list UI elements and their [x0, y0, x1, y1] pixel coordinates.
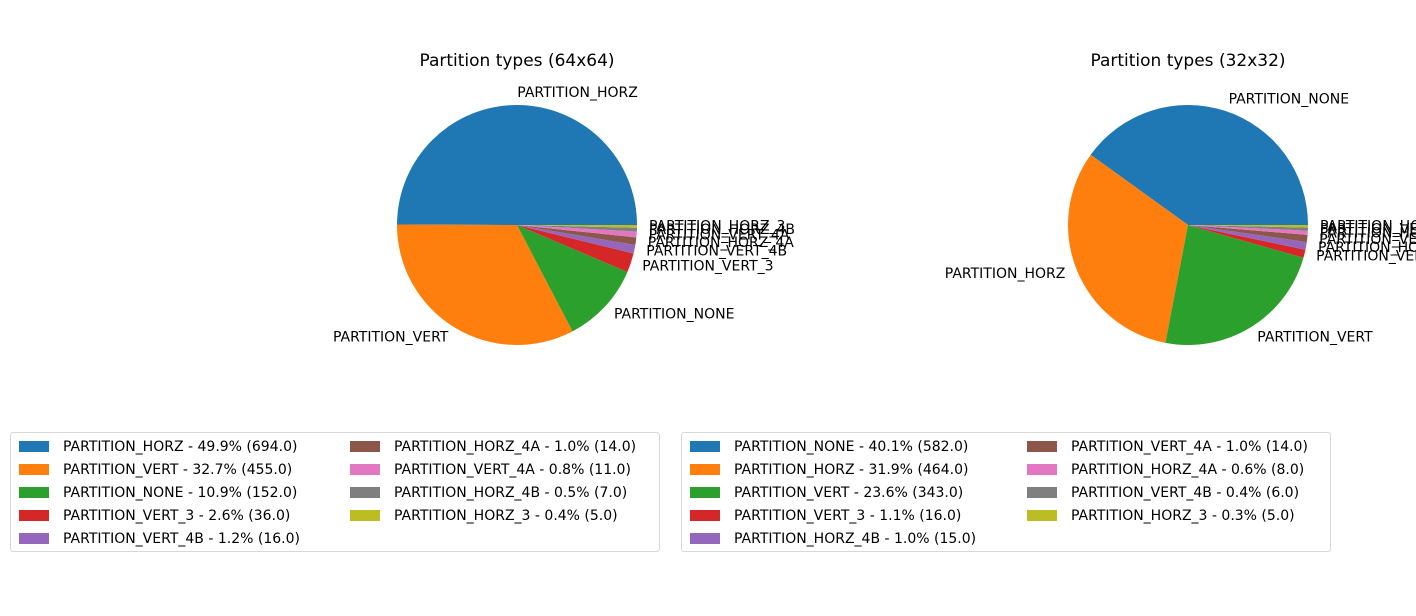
legend-swatch [19, 487, 49, 498]
legend-swatch [690, 441, 720, 452]
legend-label: PARTITION_VERT_4B - 0.4% (6.0) [1071, 484, 1300, 501]
legend-label: PARTITION_VERT_4A - 1.0% (14.0) [1071, 438, 1308, 455]
legend-entry-partition-horz-3: PARTITION_HORZ_3 - 0.3% (5.0) [1027, 504, 1308, 527]
pie-slice-partition-vert-4a [517, 225, 637, 238]
legend-swatch [350, 464, 380, 475]
slice-label-partition-horz-3: PARTITION_HORZ_3 [1320, 218, 1416, 234]
legend-swatch [690, 464, 720, 475]
legend-label: PARTITION_HORZ - 49.9% (694.0) [63, 438, 298, 455]
slice-label-partition-vert: PARTITION_VERT [333, 330, 449, 346]
legend-entry-partition-vert-4b: PARTITION_VERT_4B - 0.4% (6.0) [1027, 481, 1308, 504]
slice-label-partition-horz-4a: PARTITION_HORZ_4A [648, 235, 794, 251]
pie-slice-partition-vert-4b [1188, 225, 1308, 231]
slice-label-partition-horz: PARTITION_HORZ [945, 266, 1066, 282]
slice-label-partition-vert-4a: PARTITION_VERT_4A [649, 227, 790, 243]
slice-label-partition-none: PARTITION_NONE [1229, 91, 1350, 107]
legend-label: PARTITION_HORZ_3 - 0.4% (5.0) [394, 507, 618, 524]
legend-label: PARTITION_NONE - 40.1% (582.0) [734, 438, 969, 455]
legend-swatch [1027, 510, 1057, 521]
slice-label-partition-horz-4b: PARTITION_HORZ_4B [649, 222, 795, 238]
legend-entry-partition-horz: PARTITION_HORZ - 49.9% (694.0) [19, 435, 350, 458]
pie-slice-partition-vert-4a [1188, 225, 1308, 243]
legend-swatch [19, 510, 49, 521]
legend-entry-partition-vert: PARTITION_VERT - 32.7% (455.0) [19, 458, 350, 481]
legend-1: PARTITION_NONE - 40.1% (582.0) PARTITION_… [681, 432, 1331, 552]
legend-label: PARTITION_VERT - 32.7% (455.0) [63, 461, 293, 478]
slice-label-partition-horz: PARTITION_HORZ [517, 85, 638, 101]
slice-label-partition-vert-4b: PARTITION_VERT_4B [1320, 222, 1416, 238]
slice-label-partition-vert-3: PARTITION_VERT_3 [1316, 249, 1416, 265]
legend-label: PARTITION_VERT_3 - 2.6% (36.0) [63, 507, 291, 524]
legend-entry-partition-none: PARTITION_NONE - 40.1% (582.0) [690, 435, 1027, 458]
legend-swatch [690, 533, 720, 544]
slice-label-partition-horz-3: PARTITION_HORZ_3 [649, 218, 785, 234]
legend-label: PARTITION_HORZ_4A - 0.6% (8.0) [1071, 461, 1305, 478]
slice-label-partition-horz-4a: PARTITION_HORZ_4A [1320, 226, 1416, 242]
legend-0: PARTITION_HORZ - 49.9% (694.0) PARTITION_… [10, 432, 660, 552]
legend-entry-partition-vert-4a: PARTITION_VERT_4A - 0.8% (11.0) [350, 458, 636, 481]
legend-entry-partition-vert-3: PARTITION_VERT_3 - 2.6% (36.0) [19, 504, 350, 527]
legend-entry-partition-vert-4a: PARTITION_VERT_4A - 1.0% (14.0) [1027, 435, 1308, 458]
legend-swatch [19, 441, 49, 452]
pie-slice-partition-vert-3 [1188, 225, 1306, 258]
legend-label: PARTITION_NONE - 10.9% (152.0) [63, 484, 298, 501]
legend-label: PARTITION_HORZ_4B - 0.5% (7.0) [394, 484, 628, 501]
legend-swatch [19, 464, 49, 475]
slice-label-partition-none: PARTITION_NONE [614, 307, 735, 323]
legend-swatch [19, 533, 49, 544]
slice-label-partition-vert-4a: PARTITION_VERT_4A [1319, 232, 1416, 248]
legend-swatch [690, 487, 720, 498]
legend-swatch [350, 510, 380, 521]
pie-slice-partition-horz-3 [517, 225, 637, 228]
legend-label: PARTITION_VERT_4B - 1.2% (16.0) [63, 530, 300, 547]
pie-slice-partition-horz-3 [1188, 225, 1308, 228]
pie-slice-partition-horz [1068, 154, 1188, 343]
slice-label-partition-vert-3: PARTITION_VERT_3 [642, 259, 773, 275]
pie-slice-partition-horz-4b [517, 225, 637, 232]
legend-label: PARTITION_HORZ_3 - 0.3% (5.0) [1071, 507, 1295, 524]
pie-slice-partition-vert [1165, 225, 1304, 345]
legend-entry-partition-vert-3: PARTITION_VERT_3 - 1.1% (16.0) [690, 504, 1027, 527]
legend-swatch [1027, 441, 1057, 452]
legend-label: PARTITION_HORZ_4B - 1.0% (15.0) [734, 530, 977, 547]
legend-label: PARTITION_VERT - 23.6% (343.0) [734, 484, 964, 501]
legend-entry-partition-horz-4b: PARTITION_HORZ_4B - 0.5% (7.0) [350, 481, 636, 504]
legend-entry-partition-none: PARTITION_NONE - 10.9% (152.0) [19, 481, 350, 504]
legend-label: PARTITION_VERT_3 - 1.1% (16.0) [734, 507, 962, 524]
pie-slice-partition-vert-4b [517, 225, 636, 254]
legend-swatch [1027, 487, 1057, 498]
legend-swatch [1027, 464, 1057, 475]
legend-entry-partition-vert: PARTITION_VERT - 23.6% (343.0) [690, 481, 1027, 504]
pie-chart-1: PARTITION_NONE PARTITION_HORZ PARTITION_VE… [945, 91, 1416, 345]
legend-label: PARTITION_HORZ - 31.9% (464.0) [734, 461, 969, 478]
legend-entry-partition-horz-3: PARTITION_HORZ_3 - 0.4% (5.0) [350, 504, 636, 527]
pie-slice-partition-horz-4b [1188, 225, 1307, 250]
legend-swatch [350, 441, 380, 452]
chart-title-1: Partition types (32x32) [1090, 51, 1285, 71]
chart-title-0: Partition types (64x64) [419, 51, 614, 71]
pie-slice-partition-horz-4a [517, 225, 637, 245]
slice-label-partition-horz-4b: PARTITION_HORZ_4B [1318, 240, 1416, 256]
legend-swatch [690, 510, 720, 521]
pie-slice-partition-horz [397, 105, 637, 225]
slice-label-partition-vert: PARTITION_VERT [1257, 329, 1373, 345]
legend-entry-partition-vert-4b: PARTITION_VERT_4B - 1.2% (16.0) [19, 527, 350, 550]
legend-label: PARTITION_HORZ_4A - 1.0% (14.0) [394, 438, 637, 455]
pie-slice-partition-vert [397, 224, 573, 346]
slice-label-partition-vert-4b: PARTITION_VERT_4B [646, 244, 787, 260]
legend-entry-partition-horz: PARTITION_HORZ - 31.9% (464.0) [690, 458, 1027, 481]
legend-entry-partition-horz-4a: PARTITION_HORZ_4A - 1.0% (14.0) [350, 435, 636, 458]
legend-label: PARTITION_VERT_4A - 0.8% (11.0) [394, 461, 631, 478]
legend-entry-partition-horz-4a: PARTITION_HORZ_4A - 0.6% (8.0) [1027, 458, 1308, 481]
pie-slice-partition-vert-3 [517, 225, 634, 272]
pie-chart-0: PARTITION_HORZ PARTITION_VERT PARTITION_NO… [333, 85, 795, 346]
pie-slice-partition-horz-4a [1188, 225, 1308, 235]
legend-entry-partition-horz-4b: PARTITION_HORZ_4B - 1.0% (15.0) [690, 527, 1027, 550]
pie-slice-partition-none [1090, 105, 1308, 225]
legend-swatch [350, 487, 380, 498]
pie-slice-partition-none [517, 225, 628, 332]
